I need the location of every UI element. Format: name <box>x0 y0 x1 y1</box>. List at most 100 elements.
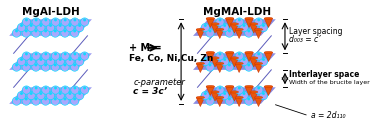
Ellipse shape <box>218 86 222 89</box>
Ellipse shape <box>61 86 69 94</box>
Ellipse shape <box>56 23 64 32</box>
Polygon shape <box>211 58 219 67</box>
Ellipse shape <box>257 86 260 89</box>
Ellipse shape <box>223 92 226 95</box>
Ellipse shape <box>196 28 204 31</box>
Polygon shape <box>193 19 276 36</box>
Ellipse shape <box>238 18 241 21</box>
Ellipse shape <box>54 98 57 101</box>
Ellipse shape <box>71 97 79 105</box>
Ellipse shape <box>25 30 28 33</box>
Ellipse shape <box>71 18 79 26</box>
Ellipse shape <box>218 52 222 55</box>
Ellipse shape <box>15 98 18 101</box>
Ellipse shape <box>51 86 60 94</box>
Ellipse shape <box>25 64 28 67</box>
Ellipse shape <box>259 91 268 100</box>
Ellipse shape <box>27 23 35 32</box>
Ellipse shape <box>240 23 248 32</box>
Ellipse shape <box>215 62 224 65</box>
Polygon shape <box>264 18 273 27</box>
Ellipse shape <box>37 91 45 100</box>
Ellipse shape <box>254 62 263 65</box>
Ellipse shape <box>262 24 265 27</box>
Ellipse shape <box>32 29 40 37</box>
Ellipse shape <box>56 57 64 66</box>
Polygon shape <box>196 63 204 72</box>
Ellipse shape <box>71 63 79 71</box>
Ellipse shape <box>51 29 59 37</box>
Ellipse shape <box>83 52 86 55</box>
Text: Fe, Co, Ni,Cu, Zn: Fe, Co, Ni,Cu, Zn <box>129 54 213 63</box>
Ellipse shape <box>37 23 45 32</box>
Ellipse shape <box>34 64 37 67</box>
Ellipse shape <box>30 58 33 61</box>
Ellipse shape <box>226 85 234 88</box>
Polygon shape <box>9 19 92 36</box>
Polygon shape <box>235 29 243 38</box>
Ellipse shape <box>49 92 52 95</box>
Ellipse shape <box>73 18 76 21</box>
Ellipse shape <box>54 64 57 67</box>
Ellipse shape <box>42 29 50 37</box>
Ellipse shape <box>204 92 207 95</box>
Ellipse shape <box>12 29 21 37</box>
Ellipse shape <box>206 63 214 71</box>
Ellipse shape <box>245 85 253 88</box>
Ellipse shape <box>76 91 84 100</box>
Ellipse shape <box>51 52 60 60</box>
Text: a = 2d₁₁₀: a = 2d₁₁₀ <box>311 111 345 120</box>
Ellipse shape <box>54 86 57 89</box>
Ellipse shape <box>30 24 33 27</box>
Polygon shape <box>196 98 204 106</box>
Ellipse shape <box>81 18 89 26</box>
Ellipse shape <box>245 29 253 37</box>
Ellipse shape <box>235 96 243 99</box>
Ellipse shape <box>44 86 47 89</box>
Ellipse shape <box>44 30 47 33</box>
Ellipse shape <box>257 52 260 55</box>
Ellipse shape <box>61 52 69 60</box>
Ellipse shape <box>64 52 67 55</box>
Ellipse shape <box>221 91 229 100</box>
Polygon shape <box>215 98 224 106</box>
Ellipse shape <box>238 86 241 89</box>
Text: Width of the brucite layer: Width of the brucite layer <box>289 80 369 85</box>
Ellipse shape <box>46 57 55 66</box>
Ellipse shape <box>71 52 79 60</box>
Ellipse shape <box>221 23 229 32</box>
Ellipse shape <box>81 86 89 94</box>
Ellipse shape <box>20 92 23 95</box>
Ellipse shape <box>34 98 37 101</box>
Ellipse shape <box>35 86 37 89</box>
Ellipse shape <box>44 18 47 21</box>
Ellipse shape <box>226 51 234 54</box>
Ellipse shape <box>83 18 86 21</box>
Ellipse shape <box>22 18 31 26</box>
Ellipse shape <box>264 85 273 88</box>
Ellipse shape <box>71 86 79 94</box>
Ellipse shape <box>245 63 253 71</box>
Polygon shape <box>249 24 258 33</box>
Ellipse shape <box>216 52 224 60</box>
Ellipse shape <box>211 57 219 59</box>
Ellipse shape <box>17 57 26 66</box>
Ellipse shape <box>257 18 260 21</box>
Ellipse shape <box>211 91 219 93</box>
Ellipse shape <box>235 86 243 94</box>
Ellipse shape <box>34 30 37 33</box>
Ellipse shape <box>78 24 81 27</box>
Ellipse shape <box>44 64 47 67</box>
Ellipse shape <box>216 18 224 26</box>
Ellipse shape <box>230 23 239 25</box>
Ellipse shape <box>78 92 81 95</box>
Ellipse shape <box>264 51 273 54</box>
Polygon shape <box>226 18 234 27</box>
Ellipse shape <box>240 91 248 100</box>
Ellipse shape <box>59 58 62 61</box>
Ellipse shape <box>255 86 263 94</box>
Ellipse shape <box>259 57 268 66</box>
Ellipse shape <box>44 52 47 55</box>
Ellipse shape <box>230 91 239 93</box>
Ellipse shape <box>32 18 40 26</box>
